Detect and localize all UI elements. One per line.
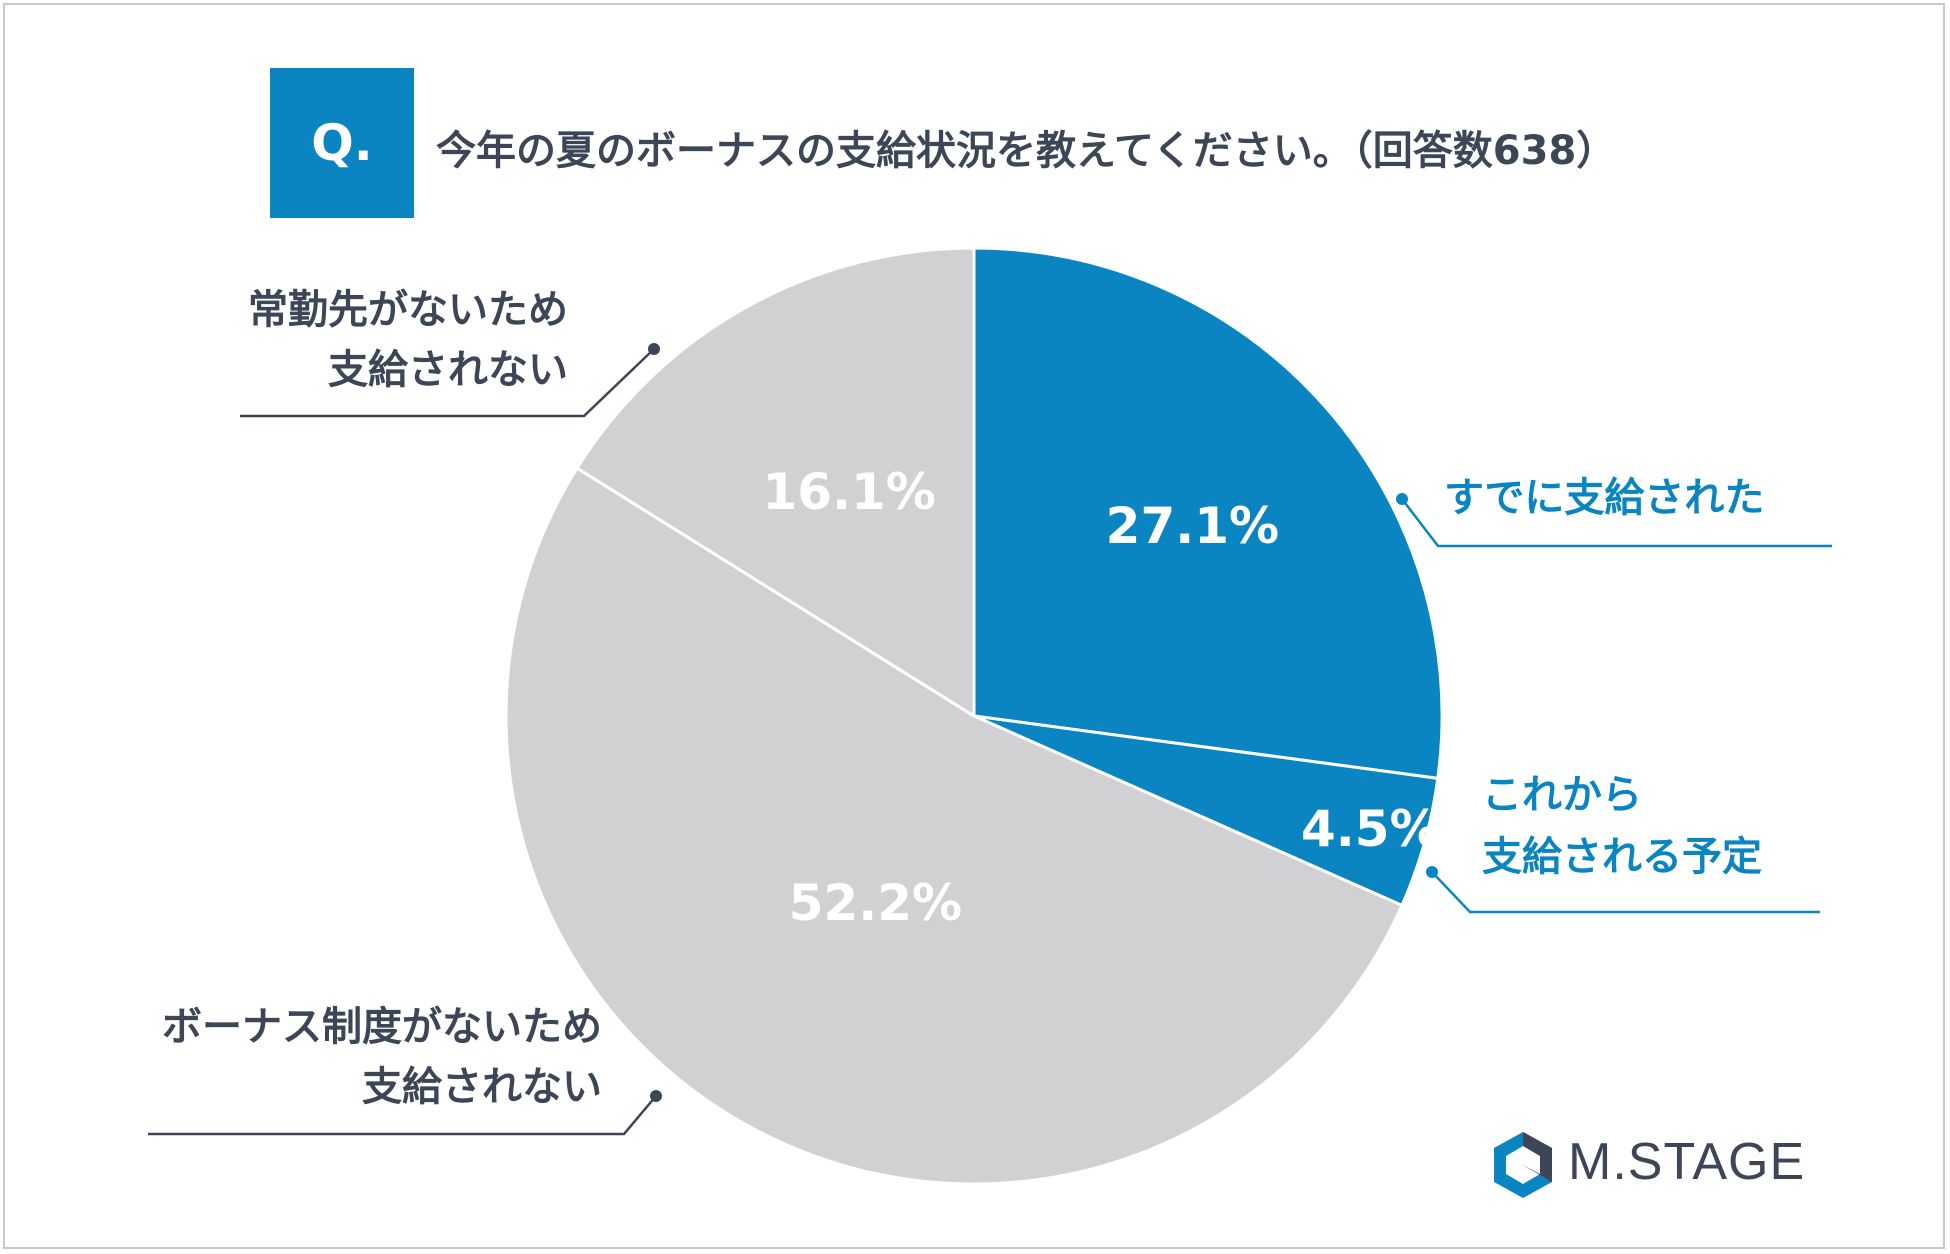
slice-category-label: すでに支給された — [1444, 475, 1764, 521]
pie-slice — [574, 246, 976, 719]
slice-value-label: 52.2% — [789, 874, 962, 932]
leader-dot — [1396, 493, 1408, 505]
pie-slice — [504, 466, 1404, 1186]
leader-line — [240, 348, 655, 418]
slice-category-label: 支給される予定 — [1482, 834, 1762, 880]
leader-line — [1431, 871, 1820, 914]
pie-slice — [972, 246, 1444, 781]
slice-category-label: 支給されない — [362, 1064, 602, 1110]
logo — [1494, 1132, 1552, 1198]
logo-text: M.STAGE — [1568, 1133, 1806, 1191]
slice-category-label: 常勤先がないため — [248, 287, 568, 333]
slice-value-label: 16.1% — [762, 463, 935, 521]
slice-category-label: ボーナス制度がないため — [162, 1004, 602, 1050]
question-badge-label: Q. — [311, 114, 373, 172]
leader-line — [148, 1095, 657, 1136]
slice-category-label: これから — [1482, 772, 1642, 818]
leader-dot — [650, 1090, 662, 1102]
leader-dot — [1426, 866, 1438, 878]
chart-frame — [3, 3, 1945, 1249]
leader-line — [1401, 498, 1832, 548]
question-text: 今年の夏のボーナスの支給状況を教えてください。（回答数638） — [436, 128, 1617, 174]
question-badge: Q. — [270, 68, 414, 218]
slice-value-label: 27.1% — [1106, 497, 1279, 555]
hexagon-logo-icon — [1494, 1132, 1552, 1198]
slice-category-label: 支給されない — [328, 347, 568, 393]
slice-value-label: 4.5% — [1301, 800, 1440, 858]
leader-dot — [648, 343, 660, 355]
